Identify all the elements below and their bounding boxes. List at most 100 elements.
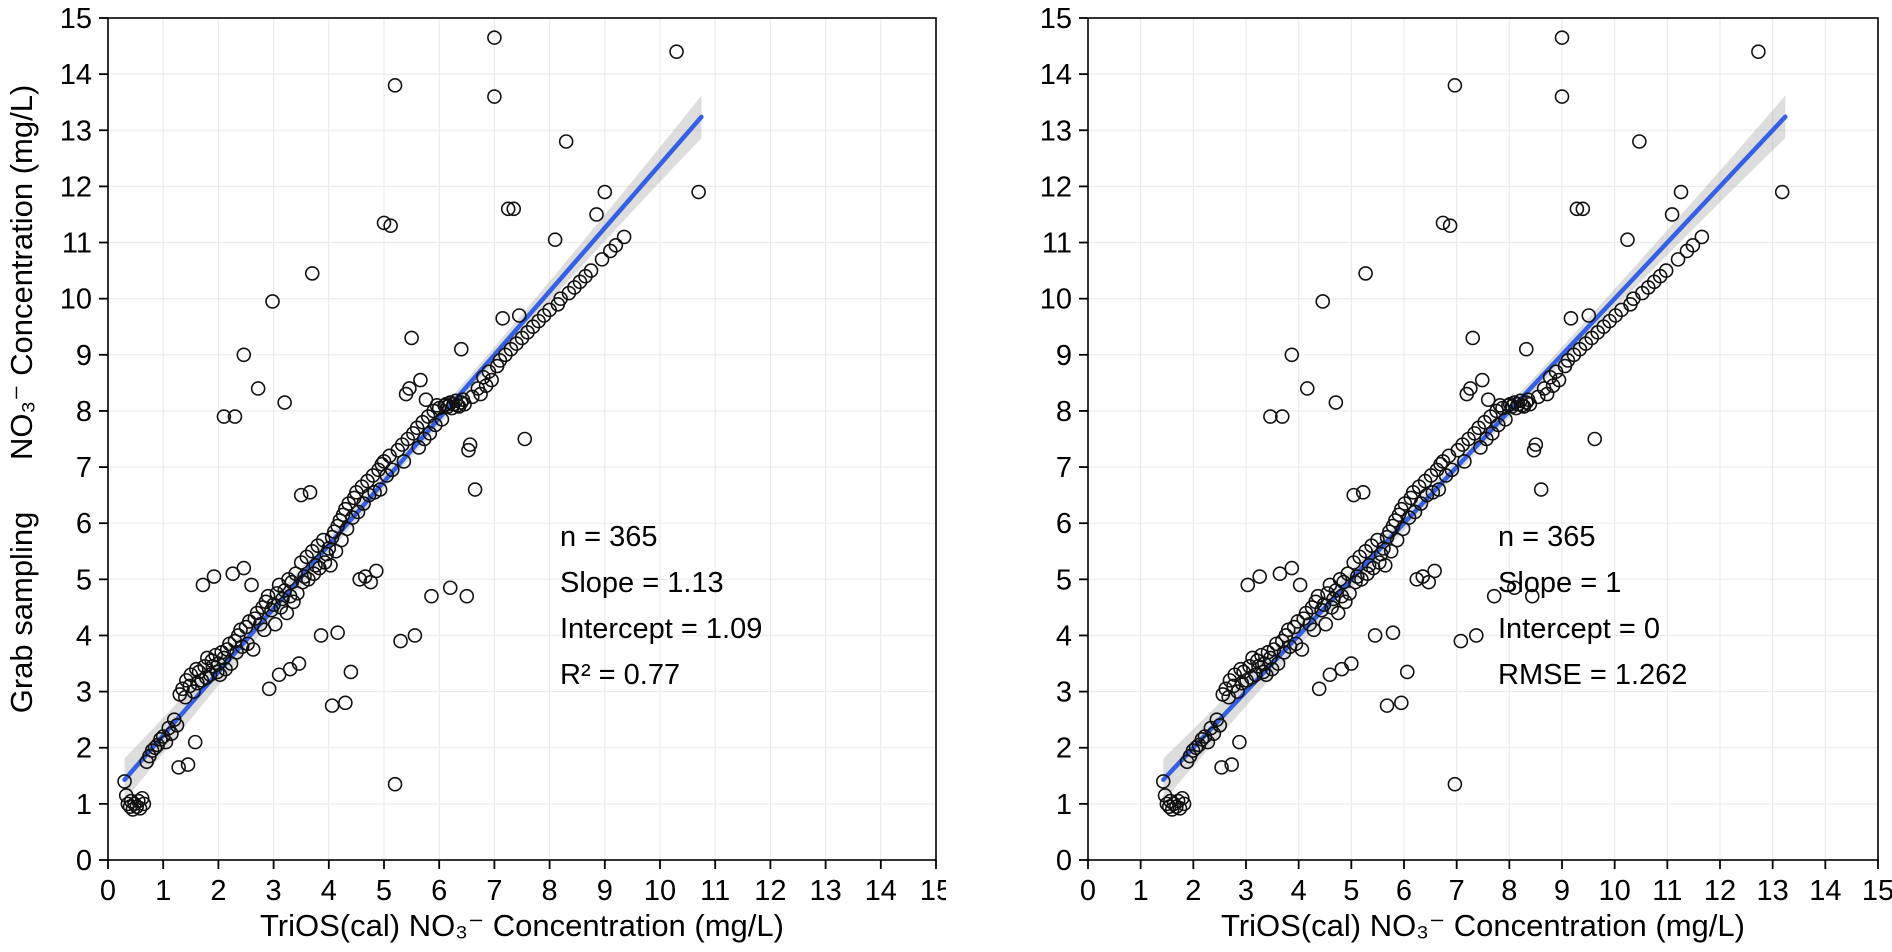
x-tick-label: 11 (1652, 875, 1682, 907)
x-tick-label: 3 (266, 875, 282, 907)
scatter-point (323, 557, 338, 573)
x-tick-label: 0 (1080, 875, 1096, 907)
scatter-point (1349, 569, 1365, 584)
scatter-point (434, 412, 450, 427)
scatter-point (520, 325, 535, 340)
scatter-point (1774, 184, 1790, 200)
scatter-point (1427, 563, 1442, 579)
scatter-point (1306, 622, 1322, 638)
scatter-point (338, 695, 353, 711)
scatter-point (1254, 647, 1269, 663)
scatter-point (450, 398, 465, 413)
y-tick-label: 5 (76, 564, 92, 596)
x-tick-label: 13 (809, 875, 841, 907)
scatter-point (387, 78, 403, 93)
scatter-point (1524, 588, 1540, 604)
scatter-point (1377, 557, 1393, 573)
scatter-point (312, 560, 327, 576)
scatter-point (1480, 392, 1496, 408)
x-tick-label: 0 (100, 875, 116, 907)
scatter-point (453, 341, 469, 357)
scatter-point (503, 341, 519, 357)
scatter-point (420, 409, 436, 424)
scatter-point (368, 563, 384, 579)
scatter-point (209, 664, 225, 680)
y-tick-label: 3 (76, 677, 92, 709)
x-tick-label: 7 (1449, 875, 1465, 907)
scatter-point (1355, 485, 1371, 500)
scatter-point (387, 776, 403, 792)
scatter-point (187, 734, 203, 750)
scatter-point (413, 372, 428, 388)
y-tick-label: 10 (1040, 284, 1072, 316)
right-annotation-block: n = 365 Slope = 1 Intercept = 0 RMSE = 1… (1498, 514, 1687, 698)
scatter-point (293, 555, 309, 570)
scatter-point (1463, 381, 1478, 396)
scatter-point (531, 313, 546, 329)
scatter-point (1435, 215, 1451, 231)
scatter-point (1389, 532, 1405, 548)
scatter-point (589, 207, 604, 222)
scatter-point (293, 487, 309, 503)
scatter-point (1328, 395, 1344, 410)
x-tick-label: 14 (1809, 875, 1841, 907)
scatter-point (1379, 698, 1395, 713)
y-tick-label: 1 (1056, 789, 1072, 821)
x-tick-label: 2 (210, 875, 226, 907)
scatter-point (558, 134, 574, 149)
scatter-point (1664, 207, 1680, 222)
scatter-point (572, 274, 588, 290)
scatter-point (265, 294, 280, 309)
x-tick-label: 13 (1757, 875, 1789, 907)
scatter-point (180, 757, 196, 772)
scatter-point (330, 625, 345, 640)
scatter-point (1551, 372, 1567, 388)
x-axis-title: TriOS(cal) NO₃⁻ Concentration (mg/L) (1221, 908, 1745, 943)
scatter-point (1311, 681, 1327, 697)
scatter-point (1453, 633, 1469, 649)
scatter-point (1474, 372, 1490, 388)
y-tick-label: 5 (1056, 564, 1072, 596)
scatter-point (240, 636, 255, 652)
scatter-point (1340, 566, 1356, 582)
scatter-points (117, 30, 706, 817)
axis-tick-labels: 0 1 2 3 4 5 6 7 8 9 10 11 12 13 14 15012345678910111213… (60, 3, 946, 907)
y-tick-label: 2 (76, 733, 92, 765)
scatter-point (372, 482, 388, 497)
y-tick-label: 3 (1056, 677, 1072, 709)
y-tick-label: 6 (76, 508, 92, 540)
scatter-point (511, 308, 527, 323)
scatter-point (277, 395, 292, 410)
scatter-point (1346, 487, 1362, 503)
x-tick-label: 2 (1185, 875, 1201, 907)
scatter-point (400, 431, 416, 447)
scatter-point (341, 496, 356, 511)
scatter-point (1358, 266, 1373, 281)
y-tick-label: 8 (76, 396, 92, 428)
scatter-point (1395, 521, 1411, 537)
y-tick-label: 4 (1056, 620, 1072, 652)
scatter-point (308, 557, 323, 573)
scatter-point (1554, 89, 1570, 104)
y-tick-label: 12 (60, 171, 92, 203)
left-annotation-block: n = 365 Slope = 1.13 Intercept = 1.09 R²… (560, 514, 762, 698)
scatter-point (517, 431, 533, 447)
scatter-point (1751, 44, 1766, 59)
scatter-point (1673, 184, 1689, 200)
scatter-point (1658, 263, 1674, 278)
axis-ticks (99, 17, 937, 869)
scatter-point (1175, 790, 1190, 806)
scatter-point (1361, 557, 1377, 573)
scatter-point (1344, 656, 1359, 671)
scatter-point (506, 201, 522, 217)
scatter-point (136, 796, 152, 812)
scatter-point (1522, 396, 1538, 412)
scatter-point (1457, 454, 1472, 469)
scatter-point (594, 252, 610, 267)
y-tick-label: 9 (76, 340, 92, 372)
scatter-point (500, 201, 516, 217)
scatter-point (1431, 482, 1447, 497)
scatter-point (144, 743, 160, 758)
scatter-point (487, 89, 502, 104)
scatter-point (1172, 801, 1188, 816)
